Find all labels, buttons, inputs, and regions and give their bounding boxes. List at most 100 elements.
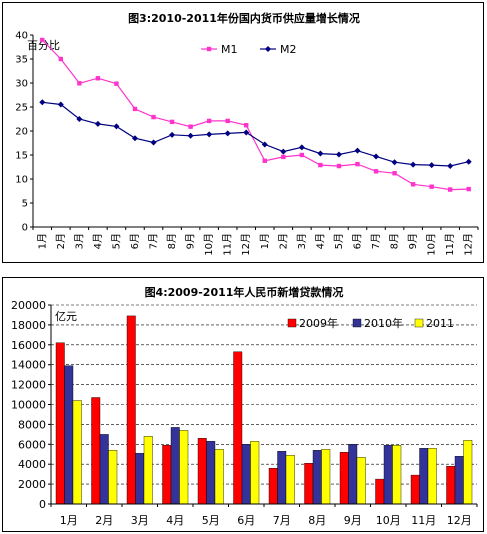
bar-1 xyxy=(375,478,385,505)
x-tick-label: 4月 xyxy=(92,233,104,249)
data-point-m2 xyxy=(335,151,342,158)
x-tick-label: 5月 xyxy=(202,514,220,527)
bar-1 xyxy=(410,474,420,505)
bar-2 xyxy=(419,448,429,505)
x-tick-label: 8月 xyxy=(389,233,401,249)
bar-1 xyxy=(339,452,349,505)
chart-new-loans-panel: 图4:2009-2011年人民币新增贷款情况 亿元 0 2000 4000 6000 8… xyxy=(2,277,484,532)
bar-3 xyxy=(356,456,366,505)
data-point-m2 xyxy=(131,135,138,142)
x-tick-label: 2月 xyxy=(277,233,289,249)
y-tick-label: 35 xyxy=(15,55,28,66)
chart-m1-m2-panel: 图3:2010-2011年份国内货币供应量增长情况 百分比 0 5 10 15 20 25… xyxy=(2,2,484,263)
y-tick-label: 8000 xyxy=(18,418,46,431)
data-point-m1 xyxy=(188,124,193,129)
legend-label-3: 2011 xyxy=(426,317,454,330)
chart-new-loans: 图4:2009-2011年人民币新增贷款情况 亿元 0 2000 4000 6000 8… xyxy=(11,285,478,527)
bar-1 xyxy=(55,342,65,505)
x-tick-label: 3月 xyxy=(131,514,149,527)
y-tick-label: 4000 xyxy=(18,458,46,471)
data-point-m2 xyxy=(280,148,287,155)
x-tick-label: 7月 xyxy=(370,233,382,249)
x-tick-label: 5月 xyxy=(110,233,122,249)
x-tick-label: 9月 xyxy=(185,233,197,249)
x-tick-label: 7月 xyxy=(148,233,160,249)
bar-3 xyxy=(463,440,473,505)
data-point-m2 xyxy=(465,158,472,165)
data-point-m1 xyxy=(355,161,360,167)
x-tick-label: 2月 xyxy=(95,514,113,527)
series-lines xyxy=(39,37,472,192)
x-tick-label: 12月 xyxy=(447,514,472,527)
x-tick-label: 1月 xyxy=(60,514,78,527)
legend-marker-m2 xyxy=(265,46,271,52)
data-point-m1 xyxy=(225,118,230,124)
data-point-m1 xyxy=(392,171,397,176)
data-point-m2 xyxy=(428,162,435,169)
legend: M1 M2 xyxy=(201,43,297,56)
data-point-m2 xyxy=(317,150,324,157)
x-tick-label: 6月 xyxy=(129,233,141,249)
bar-2 xyxy=(312,450,322,505)
data-point-m2 xyxy=(410,161,417,168)
bar-1 xyxy=(162,445,172,505)
data-point-m2 xyxy=(373,153,380,160)
bar-3 xyxy=(392,445,402,505)
bar-2 xyxy=(170,427,180,505)
data-point-m2 xyxy=(391,159,398,166)
x-tick-label: 9月 xyxy=(407,233,419,249)
data-point-m1 xyxy=(58,56,64,62)
data-point-m1 xyxy=(95,76,101,81)
bar-3 xyxy=(143,436,153,505)
gridlines xyxy=(51,304,477,485)
x-tick-label: 1月 xyxy=(259,233,271,249)
data-point-m1 xyxy=(336,163,342,169)
y-axis-unit: 亿元 xyxy=(55,310,77,323)
x-tick-label: 10月 xyxy=(426,233,438,256)
bar-3 xyxy=(321,449,331,505)
bar-2 xyxy=(454,455,464,505)
x-tick-label: 11月 xyxy=(444,233,456,256)
y-tick-label: 6000 xyxy=(18,438,46,451)
data-point-m1 xyxy=(410,182,416,187)
bar-3 xyxy=(427,448,437,505)
y-tick-label: 10 xyxy=(15,175,28,186)
y-tick-label: 16000 xyxy=(11,339,46,352)
x-tick-label: 3月 xyxy=(73,233,85,249)
bar-3 xyxy=(250,441,260,505)
data-point-m2 xyxy=(113,123,120,130)
y-tick-label: 14000 xyxy=(11,359,46,372)
bar-1 xyxy=(304,462,314,505)
data-point-m2 xyxy=(76,116,83,122)
chart-title: 图4:2009-2011年人民币新增贷款情况 xyxy=(145,285,344,299)
x-tick-label: 9月 xyxy=(344,514,362,527)
series-line-m1 xyxy=(41,39,469,191)
y-tick-label: 5 xyxy=(22,199,28,210)
bar-3 xyxy=(214,449,224,505)
legend-marker-m1 xyxy=(206,46,212,52)
y-tick-label: 18000 xyxy=(11,319,46,332)
axes: 0 2000 4000 6000 8000 10000 12000 14000 16000 180… xyxy=(11,299,478,527)
data-point-m2 xyxy=(354,147,361,154)
bar-3 xyxy=(179,430,189,505)
bar-1 xyxy=(268,467,278,505)
bar-2 xyxy=(277,451,287,505)
legend: 2009年 2010年 2011 xyxy=(287,316,454,330)
data-point-m2 xyxy=(39,99,46,106)
data-point-m2 xyxy=(298,144,305,151)
bar-1 xyxy=(446,465,456,505)
bar-2 xyxy=(64,365,74,505)
data-point-m1 xyxy=(114,81,119,86)
bars xyxy=(55,315,473,505)
bar-2 xyxy=(135,453,145,505)
x-tick-label: 12月 xyxy=(463,233,475,256)
data-point-m1 xyxy=(262,158,267,163)
legend-swatch-1 xyxy=(287,318,297,328)
y-axis-unit: 百分比 xyxy=(27,39,60,52)
y-tick-label: 12000 xyxy=(11,379,46,392)
data-point-m2 xyxy=(243,129,250,136)
data-point-m1 xyxy=(206,118,212,124)
data-point-m1 xyxy=(281,154,286,160)
bar-2 xyxy=(241,444,251,505)
legend-label-m1: M1 xyxy=(221,43,238,56)
